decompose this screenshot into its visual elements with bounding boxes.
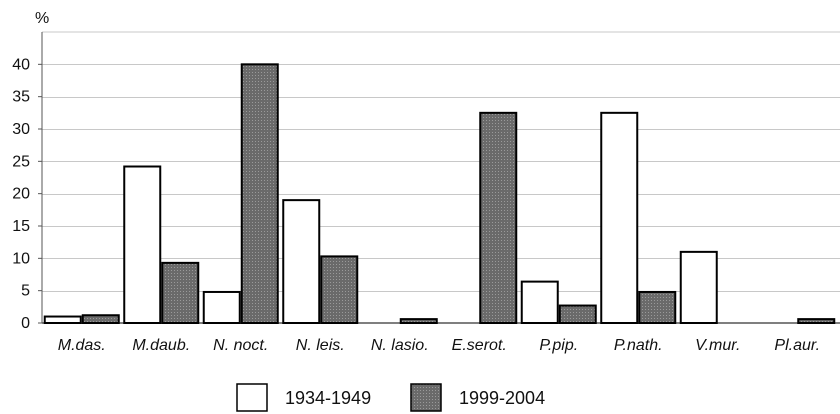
bars xyxy=(43,63,836,325)
legend-label: 1934-1949 xyxy=(285,388,371,408)
y-tick-label: 0 xyxy=(21,315,30,332)
bar-1999-2004 xyxy=(161,261,200,324)
legend: 1934-1949 1999-2004 xyxy=(236,383,545,412)
x-category-label: M.das. xyxy=(58,337,106,354)
legend-swatch xyxy=(236,383,268,412)
x-category-label: P.nath. xyxy=(614,337,663,354)
gridlines xyxy=(42,31,840,292)
y-tick-label: 5 xyxy=(21,283,30,300)
bar-1934-1949 xyxy=(202,290,241,324)
bar-1934-1949 xyxy=(43,315,82,324)
bar-1934-1949 xyxy=(520,280,559,325)
bar-1999-2004 xyxy=(240,63,279,324)
x-category-label: P.pip. xyxy=(539,337,578,354)
y-tick-label: 15 xyxy=(12,218,30,235)
y-tick-label: 30 xyxy=(12,121,30,138)
x-category-label: N. noct. xyxy=(213,337,268,354)
y-axis-unit-label: % xyxy=(35,10,49,27)
bar-1999-2004 xyxy=(558,304,597,325)
bar-1934-1949 xyxy=(282,199,321,324)
x-category-label: E.serot. xyxy=(452,337,507,354)
y-tick-label: 20 xyxy=(12,186,30,203)
x-category-label: V.mur. xyxy=(695,337,740,354)
y-tick-label: 40 xyxy=(12,56,30,73)
x-category-label: N. lasio. xyxy=(371,337,429,354)
bar-1999-2004 xyxy=(81,314,120,324)
axis-labels: M.das. M.daub. N. noct. N. leis. N. lasio. E.… xyxy=(58,337,820,354)
bar-1934-1949 xyxy=(600,111,639,325)
bar-1999-2004 xyxy=(479,111,518,325)
bar-1999-2004 xyxy=(320,255,359,325)
x-category-label: N. leis. xyxy=(296,337,345,354)
bar-1934-1949 xyxy=(679,250,718,324)
bar-1934-1949 xyxy=(123,165,162,324)
y-tick-label: 25 xyxy=(12,153,30,170)
x-category-label: Pl.aur. xyxy=(774,337,820,354)
bar-1999-2004 xyxy=(638,290,677,324)
legend-label: 1999-2004 xyxy=(459,388,545,408)
y-tick-label: 35 xyxy=(12,89,30,106)
y-tick-label: 10 xyxy=(12,250,30,267)
bar-1999-2004 xyxy=(399,318,438,324)
bar-1999-2004 xyxy=(797,318,836,324)
x-category-label: M.daub. xyxy=(132,337,190,354)
legend-swatch xyxy=(410,383,442,412)
